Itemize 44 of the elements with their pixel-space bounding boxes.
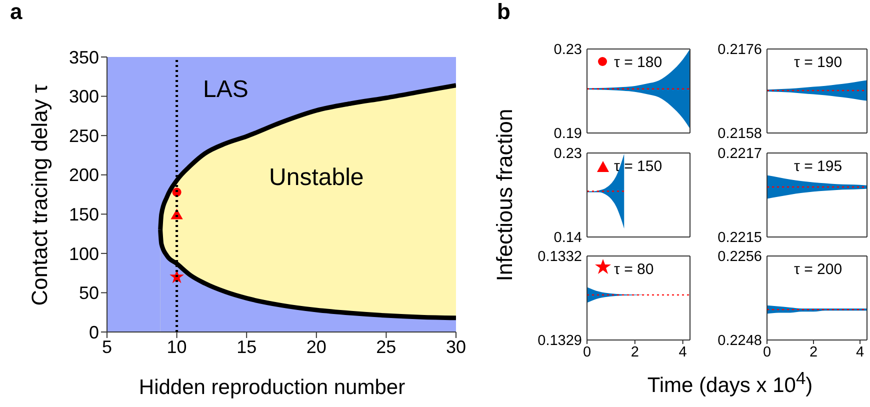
y-tick-label: 350 bbox=[68, 47, 99, 68]
annotation: τ = 200 bbox=[794, 261, 842, 278]
y-tick-label: 0.23 bbox=[554, 42, 582, 58]
y-tick-label: 150 bbox=[68, 204, 99, 225]
y-tick-label: 50 bbox=[78, 283, 99, 304]
x-tick-label: 30 bbox=[446, 336, 466, 357]
chart-title: a bbox=[10, 0, 22, 24]
annotation: Unstable bbox=[269, 164, 364, 192]
y-tick-label: 0.2215 bbox=[718, 230, 762, 246]
annotation: τ = 80 bbox=[614, 261, 654, 278]
y-tick-label: 0.2217 bbox=[718, 146, 762, 162]
annotation: τ = 195 bbox=[794, 158, 842, 175]
y-tick-label: 0.1329 bbox=[538, 333, 582, 350]
y-tick-label: 0.19 bbox=[554, 126, 582, 142]
annotation: τ = 190 bbox=[794, 54, 842, 71]
y-tick-label: 200 bbox=[68, 165, 99, 186]
y-tick-label: 0.2248 bbox=[718, 333, 762, 350]
y-tick-label: 100 bbox=[68, 244, 99, 264]
y-tick-label: 0.2176 bbox=[718, 42, 762, 58]
y-tick-label: 0.1332 bbox=[538, 249, 582, 266]
x-tick-label: 2 bbox=[630, 344, 639, 360]
annotation: τ = 150 bbox=[614, 158, 662, 175]
y-tick-label: 0.14 bbox=[554, 230, 582, 246]
y-tick-label: 0.23 bbox=[554, 146, 582, 162]
y-axis-title: Infectious fraction bbox=[492, 108, 518, 282]
y-tick-label: 0.2158 bbox=[718, 126, 762, 142]
x-tick-label: 25 bbox=[376, 336, 396, 357]
y-tick-label: 0 bbox=[88, 322, 99, 342]
x-tick-label: 20 bbox=[306, 336, 326, 357]
y-tick-label: 0.2256 bbox=[718, 249, 762, 266]
x-tick-label: 10 bbox=[166, 336, 187, 357]
y-axis-title: Contact tracing delay τ bbox=[27, 84, 53, 306]
annotation: LAS bbox=[202, 76, 248, 104]
chart-title: b bbox=[497, 0, 510, 24]
x-tick-label: 4 bbox=[678, 344, 687, 360]
x-tick-label: 2 bbox=[809, 344, 818, 360]
x-axis-title: Time (days x 10$^{4}$) bbox=[647, 368, 813, 398]
x-axis-title: Hidden reproduction number bbox=[138, 376, 406, 400]
y-tick-label: 250 bbox=[68, 126, 99, 146]
x-tick-label: 4 bbox=[856, 344, 864, 360]
x-tick-label: 15 bbox=[236, 336, 257, 357]
annotation: τ = 180 bbox=[614, 54, 662, 71]
x-tick-label: 5 bbox=[102, 336, 112, 357]
y-tick-label: 300 bbox=[68, 86, 99, 107]
